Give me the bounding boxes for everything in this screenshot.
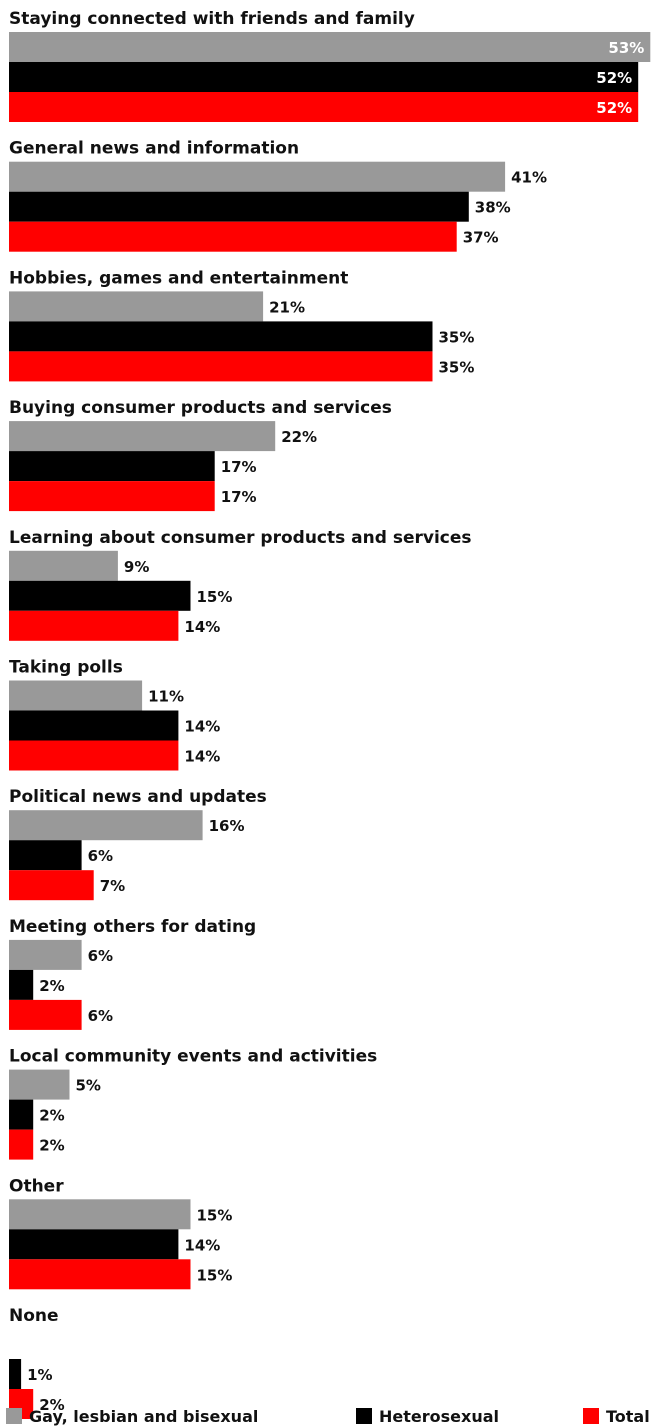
category-label: General news and information	[9, 139, 299, 159]
category-label: Other	[9, 1176, 64, 1196]
data-label: 15%	[197, 1266, 233, 1284]
data-label: 7%	[100, 877, 125, 895]
category-label: None	[9, 1306, 59, 1326]
bar-gay	[9, 810, 203, 841]
bar-total	[9, 870, 94, 901]
bar-total	[9, 610, 179, 641]
category-group: None 1% 2%	[9, 1306, 65, 1419]
bar-hetero	[9, 321, 433, 352]
category-group: Meeting others for dating 6% 2% 6%	[9, 917, 256, 1030]
chart-legend: Gay, lesbian and bisexual Heterosexual Tot…	[6, 1407, 650, 1426]
data-label: 2%	[39, 1137, 64, 1155]
bar-hetero	[9, 451, 215, 482]
category-label: Taking polls	[9, 658, 123, 678]
legend-swatch-gay	[6, 1408, 22, 1424]
data-label: 52%	[596, 99, 632, 117]
category-group: Learning about consumer products and ser…	[9, 528, 472, 641]
category-label: Buying consumer products and services	[9, 398, 392, 418]
data-label: 37%	[463, 229, 499, 247]
data-label: 22%	[281, 428, 317, 446]
bar-gay	[9, 550, 118, 581]
legend-swatch-hetero	[356, 1408, 372, 1424]
bar-total	[9, 92, 639, 122]
data-label: 6%	[88, 847, 113, 865]
category-label: Learning about consumer products and ser…	[9, 528, 472, 548]
bar-gay	[9, 421, 276, 452]
legend-label: Heterosexual	[379, 1407, 499, 1426]
data-label: 17%	[221, 488, 257, 506]
bar-gay	[9, 1199, 191, 1230]
data-label: 11%	[148, 688, 184, 706]
bar-total	[9, 351, 433, 382]
bar-total	[9, 481, 215, 512]
data-label: 52%	[596, 69, 632, 87]
data-label: 9%	[124, 558, 149, 576]
data-label: 41%	[511, 169, 547, 187]
data-label: 6%	[88, 1007, 113, 1025]
data-label: 2%	[39, 1396, 64, 1414]
data-label: 2%	[39, 977, 64, 995]
data-label: 14%	[184, 1236, 220, 1254]
bar-total	[9, 221, 457, 252]
legend-item-gay: Gay, lesbian and bisexual	[6, 1407, 258, 1426]
category-group: Other 15% 14% 15%	[9, 1176, 233, 1290]
bar-gay	[9, 939, 82, 970]
bar-hetero	[9, 1099, 34, 1130]
bar-total	[9, 1259, 191, 1290]
bar-hetero	[9, 580, 191, 611]
legend-item-hetero: Heterosexual	[356, 1407, 499, 1426]
bar-hetero	[9, 191, 469, 222]
data-label: 14%	[184, 618, 220, 636]
bar-total	[9, 1129, 34, 1160]
bar-hetero	[9, 710, 179, 741]
data-label: 35%	[439, 358, 475, 376]
bar-gay	[9, 291, 264, 322]
category-label: Political news and updates	[9, 787, 267, 807]
data-label: 21%	[269, 298, 305, 316]
data-label: 5%	[76, 1077, 101, 1095]
data-label: 38%	[475, 199, 511, 217]
bar-gay	[9, 1069, 70, 1100]
data-label: 53%	[608, 39, 644, 57]
bar-hetero	[9, 62, 639, 92]
data-label: 1%	[27, 1366, 52, 1384]
category-group: Staying connected with friends and famil…	[9, 9, 651, 122]
bar-total	[9, 999, 82, 1030]
category-group: Buying consumer products and services 22%…	[9, 398, 392, 512]
bar-hetero	[9, 1359, 22, 1389]
bar-total	[9, 740, 179, 771]
category-group: Local community events and activities 5% 2…	[9, 1047, 377, 1160]
data-label: 16%	[209, 817, 245, 835]
category-label: Staying connected with friends and famil…	[9, 9, 415, 29]
category-label: Hobbies, games and entertainment	[9, 268, 348, 288]
data-label: 15%	[197, 1206, 233, 1224]
data-label: 35%	[439, 328, 475, 346]
data-label: 14%	[184, 718, 220, 736]
data-label: 15%	[197, 588, 233, 606]
category-group: General news and information 41%38% 37%	[9, 139, 547, 252]
category-group: Hobbies, games and entertainment 21% 35% 35…	[9, 268, 475, 382]
bar-hetero	[9, 1229, 179, 1260]
bar-gay	[9, 32, 651, 62]
data-label: 6%	[88, 947, 113, 965]
data-label: 14%	[184, 748, 220, 766]
category-label: Meeting others for dating	[9, 917, 256, 937]
bar-gay	[9, 680, 143, 711]
bar-gay	[9, 161, 506, 192]
category-label: Local community events and activities	[9, 1047, 377, 1067]
legend-swatch-total	[583, 1408, 599, 1424]
data-label: 17%	[221, 458, 257, 476]
bar-hetero	[9, 969, 34, 1000]
bar-hetero	[9, 840, 82, 871]
category-group: Political news and updates 16% 6% 7%	[9, 787, 267, 901]
chart-groups: Staying connected with friends and famil…	[9, 9, 651, 1419]
legend-label: Total	[606, 1407, 650, 1426]
legend-item-total: Total	[583, 1407, 650, 1426]
data-label: 2%	[39, 1107, 64, 1125]
legend-label: Gay, lesbian and bisexual	[29, 1407, 258, 1426]
